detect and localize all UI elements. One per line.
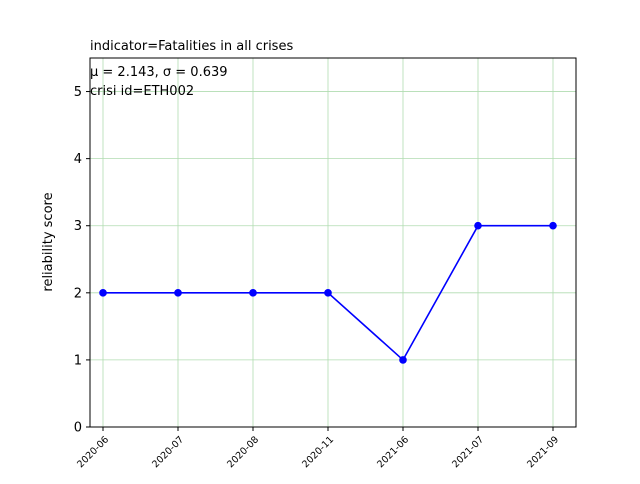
data-series (99, 221, 557, 364)
x-tick-label: 2020-08 (225, 434, 261, 470)
y-tick-label: 2 (74, 286, 82, 301)
y-tick-label: 5 (74, 85, 82, 100)
grid (90, 58, 576, 428)
x-tick-label: 2020-06 (75, 434, 111, 470)
data-point (399, 356, 407, 364)
plot-frame (89, 57, 577, 428)
data-point (549, 221, 557, 230)
axes: 2020-06 2020-07 2020-08 2020-11 2021-06 2021-… (74, 85, 561, 470)
x-tick-label: 2021-09 (525, 434, 561, 470)
x-tick-label: 2021-06 (375, 434, 411, 470)
data-point (249, 289, 257, 297)
y-tick-label: 1 (74, 353, 82, 368)
crisis-id-annotation: crisi id=ETH002 (90, 84, 194, 99)
x-tick-label: 2020-07 (150, 434, 186, 470)
y-tick-label: 4 (74, 152, 82, 167)
data-point (324, 289, 332, 297)
data-point (174, 289, 182, 297)
y-tick-label: 0 (74, 421, 82, 436)
x-tick-label: 2020-11 (300, 434, 336, 470)
stats-annotation: μ = 2.143, σ = 0.639 (90, 65, 228, 80)
y-tick-label: 3 (74, 219, 82, 234)
data-point (99, 289, 107, 297)
x-tick-label: 2021-07 (450, 434, 486, 470)
data-point (474, 221, 482, 230)
y-axis-label: reliability score (41, 192, 56, 291)
chart-title: indicator=Fatalities in all crises (90, 39, 293, 54)
